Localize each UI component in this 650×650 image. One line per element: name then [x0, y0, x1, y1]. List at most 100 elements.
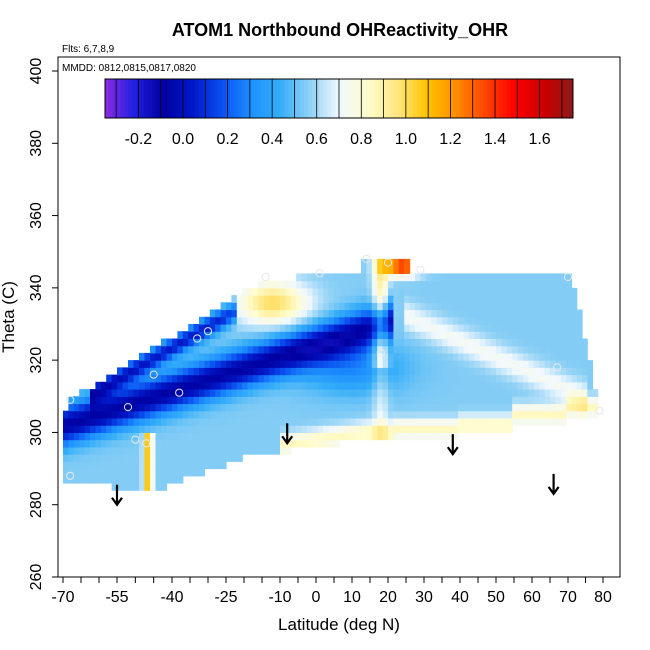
- heatmap-cell: [366, 418, 373, 426]
- heatmap-cell: [447, 345, 454, 354]
- colorbar-swatch: [428, 79, 433, 118]
- heatmap-cell: [485, 389, 492, 397]
- heatmap-cell: [263, 367, 270, 376]
- heatmap-cell: [242, 403, 249, 412]
- heatmap-cell: [111, 389, 118, 397]
- heatmap-cell: [339, 287, 346, 296]
- heatmap-cell: [366, 403, 373, 412]
- heatmap-cell: [215, 309, 222, 318]
- heatmap-cell: [215, 432, 222, 441]
- heatmap-cell: [490, 360, 497, 368]
- heatmap-cell: [199, 381, 205, 390]
- heatmap-cell: [111, 461, 118, 470]
- heatmap-cell: [517, 324, 524, 332]
- heatmap-cell: [474, 367, 481, 376]
- heatmap-cell: [188, 403, 195, 412]
- heatmap-cell: [188, 367, 195, 376]
- heatmap-cell: [144, 425, 151, 433]
- heatmap-cell: [269, 403, 276, 412]
- heatmap-cell: [100, 475, 107, 484]
- heatmap-cell: [463, 287, 470, 296]
- colorbar-swatch: [506, 79, 511, 118]
- colorbar-swatch: [471, 79, 476, 118]
- heatmap-cell: [177, 331, 184, 339]
- heatmap-cell: [523, 295, 529, 303]
- heatmap-cell: [517, 287, 524, 296]
- heatmap-cell: [339, 418, 346, 426]
- y-tick-label: 340: [28, 274, 45, 301]
- heatmap-cell: [452, 295, 459, 303]
- heatmap-cell: [242, 410, 249, 419]
- x-tick-label: 10: [343, 589, 361, 606]
- heatmap-cell: [485, 425, 492, 433]
- heatmap-cell: [274, 396, 281, 405]
- heatmap-cell: [95, 432, 102, 441]
- heatmap-cell: [68, 418, 75, 426]
- heatmap-cell: [490, 403, 497, 412]
- heatmap-cell: [571, 389, 578, 397]
- heatmap-cell: [431, 389, 438, 397]
- heatmap-cell: [236, 360, 243, 368]
- heatmap-cell: [523, 287, 529, 296]
- heatmap-cell: [382, 316, 389, 325]
- heatmap-cell: [366, 389, 373, 397]
- heatmap-cell: [533, 302, 540, 311]
- heatmap-cell: [474, 352, 481, 361]
- heatmap-cell: [431, 324, 438, 332]
- heatmap-cell: [420, 367, 427, 376]
- heatmap-cell: [312, 396, 319, 405]
- heatmap-cell: [425, 432, 432, 441]
- colorbar-swatch: [350, 79, 355, 118]
- heatmap-cell: [253, 439, 259, 448]
- heatmap-cell: [111, 446, 118, 455]
- heatmap-cell: [576, 338, 583, 347]
- heatmap-cell: [393, 316, 400, 325]
- heatmap-cell: [566, 410, 573, 419]
- heatmap-cell: [523, 338, 529, 347]
- heatmap-cell: [458, 352, 465, 361]
- colorbar-swatch: [331, 79, 336, 118]
- heatmap-cell: [193, 439, 200, 448]
- down-arrow-icon: [446, 434, 459, 457]
- heatmap-cell: [155, 352, 162, 361]
- heatmap-cell: [182, 454, 189, 462]
- heatmap-cell: [280, 446, 286, 455]
- heatmap-cell: [555, 287, 562, 296]
- heatmap-cell: [344, 273, 351, 282]
- heatmap-cell: [582, 360, 588, 368]
- heatmap-cell: [177, 446, 184, 455]
- heatmap-cell: [247, 446, 254, 455]
- heatmap-cell: [263, 425, 270, 433]
- heatmap-cell: [523, 302, 529, 311]
- heatmap-cell: [199, 418, 205, 426]
- heatmap-cell: [317, 396, 324, 405]
- heatmap-cell: [544, 295, 551, 303]
- heatmap-cell: [117, 432, 124, 441]
- heatmap-cell: [366, 258, 373, 267]
- heatmap-cell: [355, 345, 362, 354]
- heatmap-cell: [371, 345, 378, 354]
- heatmap-cell: [560, 287, 567, 296]
- heatmap-cell: [285, 302, 292, 311]
- down-arrow-icon: [111, 484, 123, 507]
- heatmap-cell: [506, 331, 513, 339]
- heatmap-cell: [452, 331, 459, 339]
- heatmap-cell: [122, 454, 129, 462]
- heatmap-cell: [128, 475, 135, 484]
- heatmap-cell: [323, 396, 330, 405]
- heatmap-cell: [377, 295, 384, 303]
- heatmap-cell: [501, 360, 508, 368]
- heatmap-cell: [258, 316, 265, 325]
- heatmap-cell: [274, 381, 281, 390]
- heatmap-cell: [431, 381, 438, 390]
- heatmap-cell: [377, 418, 384, 426]
- heatmap-cell: [458, 374, 465, 383]
- heatmap-cell: [463, 280, 470, 289]
- heatmap-cell: [161, 475, 168, 484]
- heatmap-cell: [242, 345, 249, 354]
- heatmap-cell: [339, 389, 346, 397]
- heatmap-cell: [442, 302, 448, 311]
- x-tick-label: 20: [379, 589, 397, 606]
- heatmap-cell: [463, 360, 470, 368]
- colorbar-swatch: [163, 79, 168, 118]
